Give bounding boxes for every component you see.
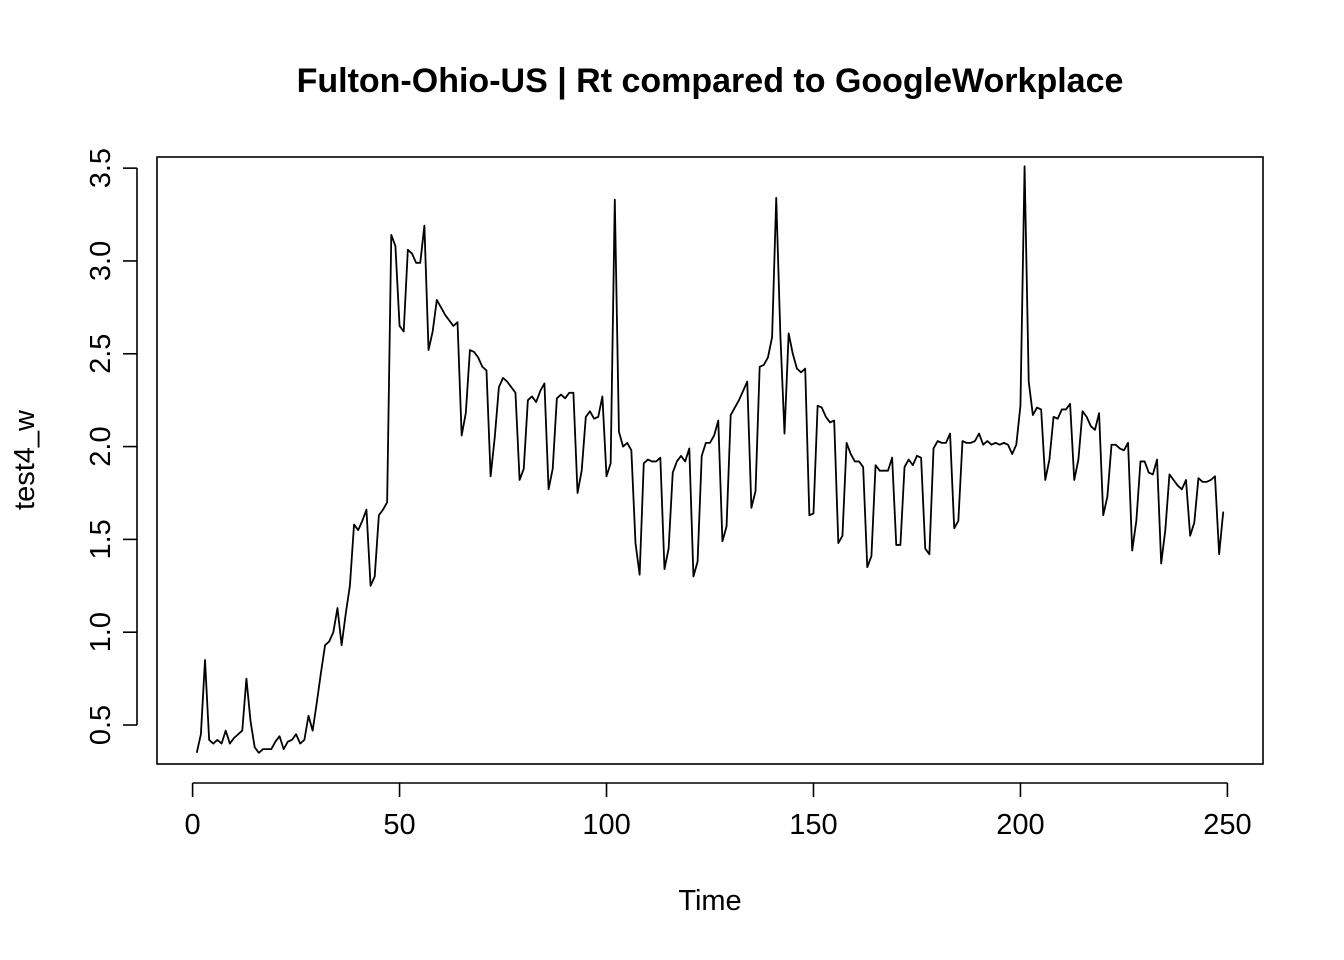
y-tick-label: 3.0 (85, 241, 117, 281)
x-tick-label: 50 (383, 809, 415, 841)
plot-frame (156, 156, 1264, 765)
x-tick-label: 0 (185, 809, 201, 841)
x-tick-label: 250 (1203, 809, 1251, 841)
y-axis-label: test4_w (9, 409, 41, 510)
x-axis: 0 50 100 150 200 250 (185, 782, 1252, 841)
y-tick-label: 0.5 (85, 705, 117, 745)
y-tick-label: 1.5 (85, 519, 117, 559)
x-tick-label: 150 (789, 809, 837, 841)
x-axis-label: Time (678, 885, 741, 917)
y-tick-label: 2.5 (85, 334, 117, 374)
x-tick-label: 200 (996, 809, 1044, 841)
series-line (195, 165, 1225, 754)
y-tick-label: 2.0 (85, 426, 117, 466)
y-tick-label: 3.5 (85, 148, 117, 188)
y-axis: 0.5 1.0 1.5 2.0 2.5 3.0 3.5 (85, 148, 138, 745)
x-tick-label: 100 (582, 809, 630, 841)
y-tick-label: 1.0 (85, 612, 117, 652)
chart-title: Fulton-Ohio-US | Rt compared to GoogleWo… (297, 62, 1124, 100)
